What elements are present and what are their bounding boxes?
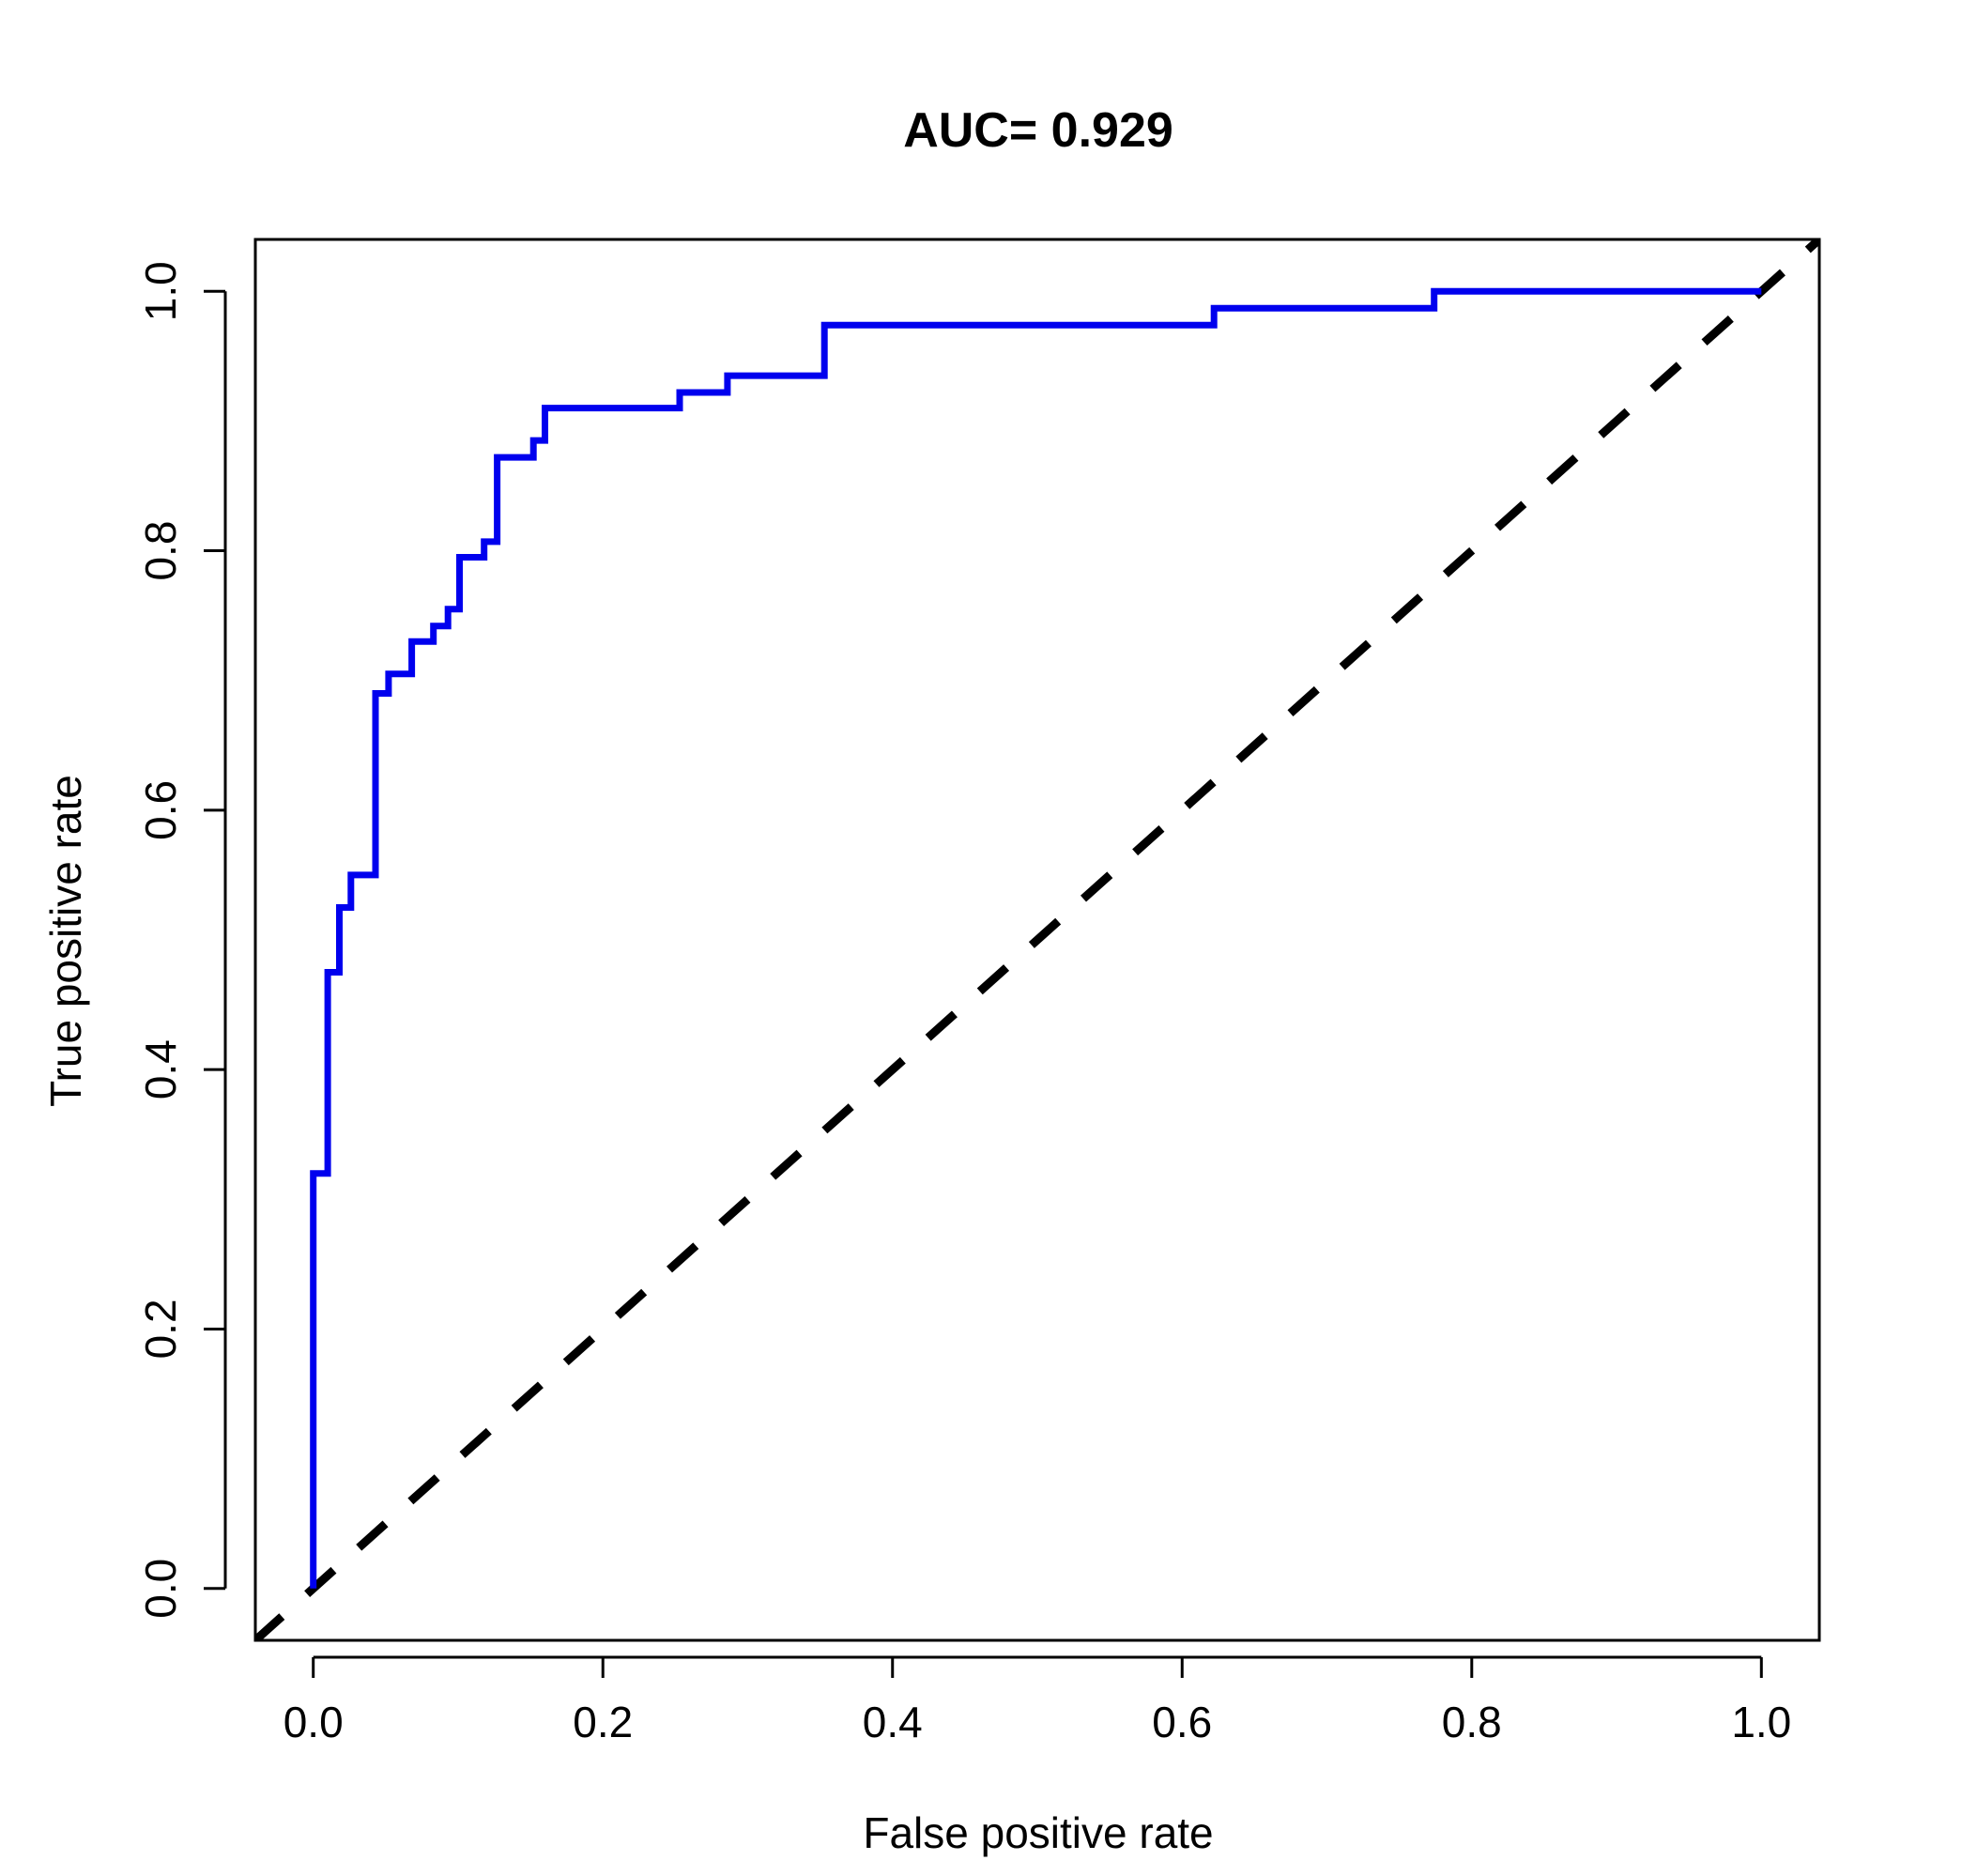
y-tick-label: 0.2 <box>136 1299 185 1359</box>
y-tick-label: 0.6 <box>136 780 185 840</box>
plot-area <box>255 239 1819 1640</box>
x-axis: 0.0 0.2 0.4 0.6 0.8 1.0 <box>284 1655 1791 1746</box>
x-axis-label: False positive rate <box>863 1808 1213 1857</box>
x-tick-label: 0.2 <box>573 1698 633 1746</box>
y-tick-label: 0.8 <box>136 521 185 581</box>
reference-diagonal-line <box>255 239 1819 1640</box>
x-tick-label: 1.0 <box>1731 1698 1791 1746</box>
plot-frame <box>253 238 1821 1642</box>
x-tick-label: 0.6 <box>1152 1698 1212 1746</box>
x-tick-label: 0.0 <box>284 1698 344 1746</box>
x-tick-label: 0.4 <box>863 1698 923 1746</box>
y-axis: 0.0 0.2 0.4 0.6 0.8 1.0 <box>136 261 227 1619</box>
y-axis-label: True positive rate <box>41 775 90 1107</box>
y-tick-label: 0.0 <box>136 1559 185 1619</box>
x-tick-label: 0.8 <box>1442 1698 1502 1746</box>
roc-curve-line <box>310 287 1762 1589</box>
y-tick-label: 0.4 <box>136 1039 185 1099</box>
chart-title: AUC= 0.929 <box>903 103 1173 158</box>
y-tick-label: 1.0 <box>136 261 185 321</box>
